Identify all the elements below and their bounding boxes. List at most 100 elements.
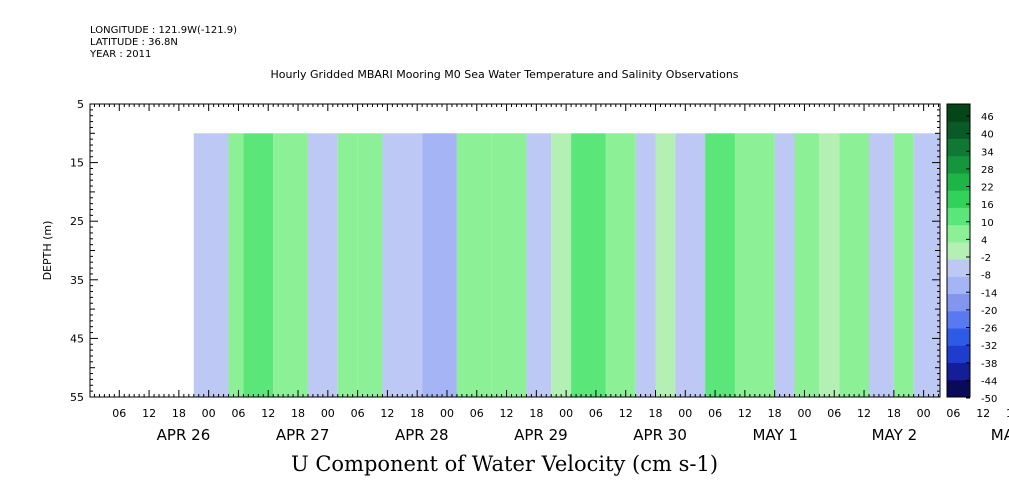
data-band <box>193 133 229 398</box>
colorbar-tick-label: -38 <box>981 359 997 370</box>
x-day-label: APR 30 <box>633 426 687 444</box>
y-tick-label: 45 <box>70 332 84 345</box>
x-hour-label: 00 <box>678 407 692 420</box>
colorbar-tick-label: 4 <box>981 235 987 246</box>
data-band <box>675 133 706 398</box>
colorbar-tick-label: 22 <box>981 183 994 194</box>
colorbar-tick-label: -20 <box>981 306 997 317</box>
colorbar-segment <box>947 379 970 398</box>
x-hour-label: 06 <box>231 407 245 420</box>
colorbar-tick-label: -8 <box>981 271 991 282</box>
x-hour-label: 06 <box>827 407 841 420</box>
data-band <box>228 133 244 398</box>
y-axis-label: DEPTH (m) <box>41 221 54 281</box>
data-band <box>893 133 914 398</box>
x-hour-label: 12 <box>738 407 752 420</box>
data-band <box>839 133 870 398</box>
y-tick-label: 55 <box>70 391 84 404</box>
colorbar-tick-label: 34 <box>981 147 994 158</box>
data-band <box>655 133 676 398</box>
colorbar-segment <box>947 224 970 243</box>
x-day-label: APR 26 <box>157 426 211 444</box>
x-hour-label: 12 <box>619 407 633 420</box>
data-band <box>705 133 735 398</box>
x-hour-label: 12 <box>857 407 871 420</box>
x-hour-label: 18 <box>529 407 543 420</box>
colorbar-segment <box>947 310 970 329</box>
colorbar-frame <box>946 103 971 398</box>
colorbar-segment <box>947 155 970 174</box>
data-band <box>357 133 383 398</box>
data-band <box>382 133 423 398</box>
colorbar-tick-label: 40 <box>981 130 994 141</box>
longitude-label: LONGITUDE : 121.9W(-121.9) <box>90 25 237 36</box>
data-band <box>774 133 795 398</box>
x-day-label: MAY 2 <box>872 426 918 444</box>
data-band <box>734 133 775 398</box>
data-band <box>526 133 552 398</box>
x-hour-label: 06 <box>470 407 484 420</box>
data-band <box>551 133 572 398</box>
latitude-label: LATITUDE : 36.8N <box>90 37 178 48</box>
x-hour-label: 00 <box>797 407 811 420</box>
data-band <box>571 133 606 398</box>
data-band <box>819 133 840 398</box>
x-hour-label: 12 <box>261 407 275 420</box>
x-hour-label: 18 <box>649 407 663 420</box>
x-hour-label: 18 <box>172 407 186 420</box>
x-hour-label: 06 <box>946 407 960 420</box>
y-tick-label: 5 <box>77 98 84 111</box>
colorbar-segment <box>947 259 970 277</box>
y-tick-label: 15 <box>70 157 84 170</box>
chart-title: Hourly Gridded MBARI Mooring M0 Sea Wate… <box>270 68 739 81</box>
colorbar-tick-label: -2 <box>981 253 991 264</box>
colorbar-tick-label: -32 <box>981 341 997 352</box>
colorbar-segment <box>947 241 970 260</box>
colorbar-segment <box>947 104 970 122</box>
x-hour-label: 18 <box>768 407 782 420</box>
colorbar-segment <box>947 138 970 157</box>
x-hour-label: 18 <box>887 407 901 420</box>
colorbar-segment <box>947 362 970 381</box>
colorbar-segment <box>947 172 970 191</box>
colorbar-tick-label: 16 <box>981 200 994 211</box>
data-band <box>605 133 636 398</box>
x-day-label: APR 27 <box>276 426 330 444</box>
x-hour-label: 18 <box>291 407 305 420</box>
y-tick-label: 25 <box>70 215 84 228</box>
colorbar-tick-label: 10 <box>981 218 994 229</box>
data-band <box>491 133 527 398</box>
data-band <box>869 133 894 398</box>
colorbar-segment <box>947 276 970 295</box>
data-band <box>635 133 656 398</box>
data-band <box>456 133 492 398</box>
colorbar-segment <box>947 328 970 346</box>
data-band <box>337 133 358 398</box>
x-hour-label: 06 <box>112 407 126 420</box>
x-hour-label: 12 <box>500 407 514 420</box>
x-day-label: APR 28 <box>395 426 449 444</box>
x-hour-label: 12 <box>142 407 156 420</box>
data-band <box>273 133 308 398</box>
colorbar-segment <box>947 293 970 312</box>
y-tick-label: 35 <box>70 274 84 287</box>
x-day-label: MAY 3 <box>991 426 1009 444</box>
data-band <box>913 133 940 398</box>
data-band <box>243 133 274 398</box>
year-label: YEAR : 2011 <box>90 49 152 60</box>
x-day-label: MAY 1 <box>752 426 798 444</box>
x-axis-label: U Component of Water Velocity (cm s-1) <box>290 452 719 476</box>
x-hour-label: 00 <box>440 407 454 420</box>
colorbar-segment <box>947 207 970 226</box>
colorbar-tick-label: -14 <box>981 288 997 299</box>
x-hour-label: 06 <box>708 407 722 420</box>
data-band <box>422 133 457 398</box>
data-band <box>307 133 338 398</box>
data-band <box>794 133 820 398</box>
x-hour-label: 12 <box>380 407 394 420</box>
x-hour-label: 00 <box>917 407 931 420</box>
x-hour-label: 18 <box>410 407 424 420</box>
colorbar-segment <box>947 190 970 208</box>
colorbar-tick-label: 28 <box>981 165 994 176</box>
